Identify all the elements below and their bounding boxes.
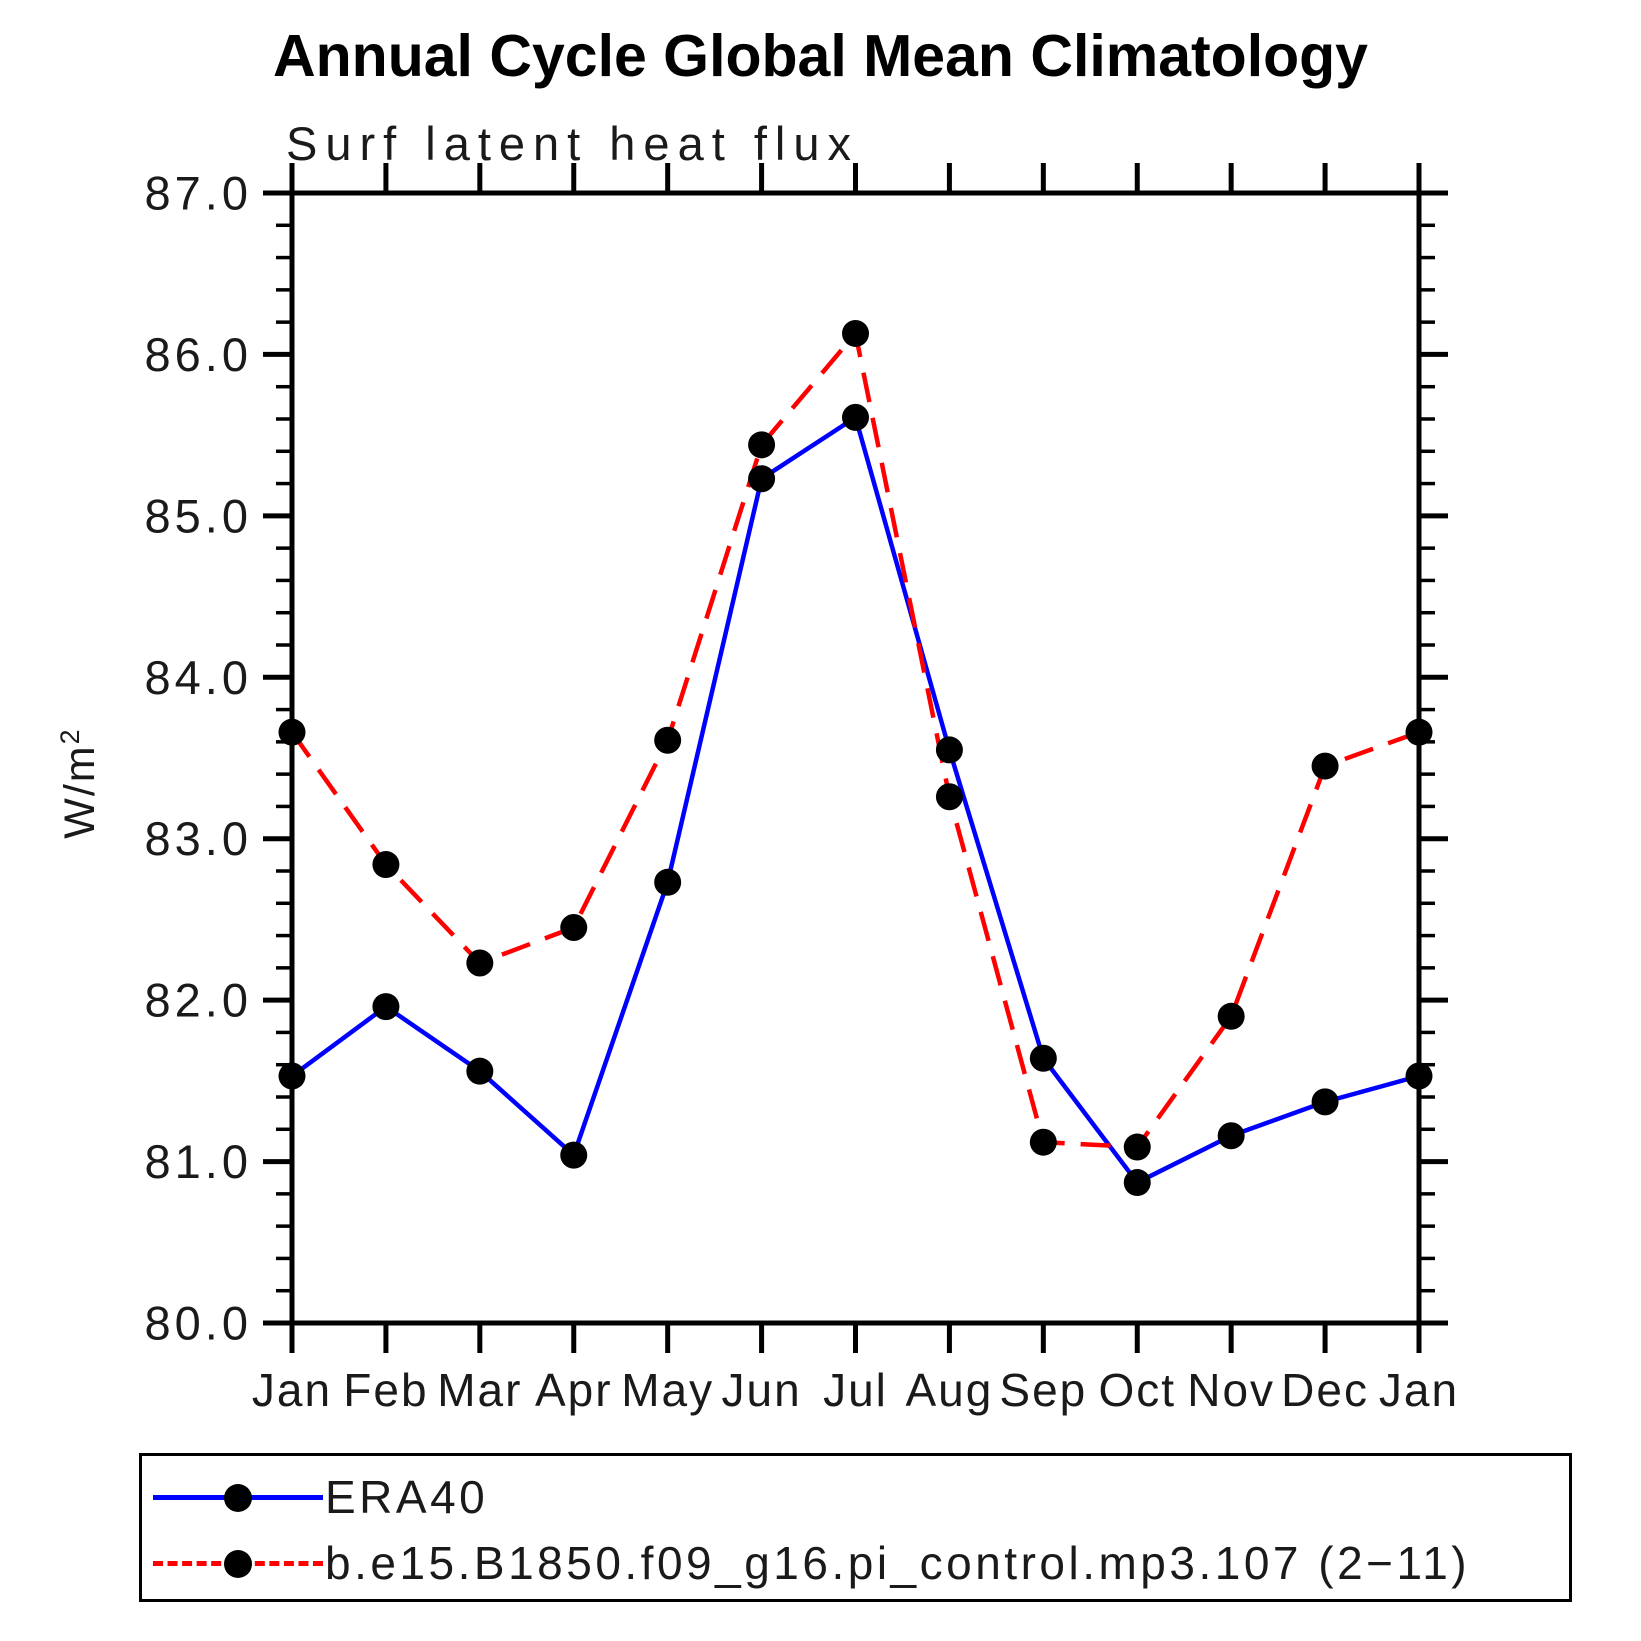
data-point-marker — [1123, 1169, 1151, 1197]
data-point-marker — [560, 914, 588, 941]
data-point-marker — [466, 1057, 494, 1085]
y-tick-label: 82.0 — [145, 974, 252, 1027]
data-point-marker — [842, 403, 869, 431]
data-point-marker — [1405, 718, 1433, 746]
legend: ERA40 b.e15.B1850.f09_g16.pi_control.mp3… — [139, 1453, 1572, 1602]
data-point-marker — [1405, 1062, 1433, 1090]
legend-solid-line-sample — [153, 1483, 323, 1512]
data-point-marker — [1123, 1133, 1151, 1161]
data-point-marker — [560, 1141, 588, 1169]
data-point-marker — [1029, 1044, 1057, 1072]
y-tick-label: 81.0 — [145, 1135, 252, 1188]
y-axis-label-exponent: 2 — [54, 727, 85, 745]
data-point-marker — [278, 718, 306, 746]
data-point-marker — [1311, 752, 1339, 780]
data-point-marker — [1217, 1122, 1245, 1150]
data-point-marker — [654, 868, 682, 896]
legend-dashed-line-sample — [153, 1549, 323, 1578]
data-point-marker — [935, 736, 963, 764]
data-point-marker — [654, 726, 682, 754]
x-tick-label: Aug — [905, 1364, 993, 1416]
data-point-marker — [278, 1062, 306, 1090]
data-point-marker — [935, 783, 963, 811]
x-tick-label: Apr — [535, 1364, 613, 1416]
legend-label-era40: ERA40 — [325, 1471, 489, 1523]
x-tick-label: Jan — [1379, 1364, 1459, 1416]
legend-marker-dot — [224, 1549, 252, 1578]
y-axis-label-base: W/m — [56, 744, 105, 839]
data-point-marker — [748, 431, 776, 459]
legend-marker-dot — [224, 1483, 252, 1512]
chart-subtitle: Surf latent heat flux — [286, 117, 859, 170]
y-tick-label: 83.0 — [145, 812, 252, 865]
x-tick-label: Jan — [252, 1364, 332, 1416]
data-point-marker — [372, 851, 400, 879]
y-axis-label: W/m2 — [55, 678, 105, 888]
data-point-marker — [842, 319, 869, 347]
y-tick-label: 86.0 — [145, 328, 252, 381]
x-tick-label: Jul — [823, 1364, 888, 1416]
x-tick-label: Sep — [999, 1364, 1087, 1416]
x-tick-label: Nov — [1187, 1364, 1275, 1416]
y-tick-label: 80.0 — [145, 1297, 252, 1350]
x-tick-label: Oct — [1098, 1364, 1176, 1416]
data-point-marker — [1029, 1128, 1057, 1156]
y-tick-label: 87.0 — [145, 167, 252, 220]
data-point-marker — [1311, 1088, 1339, 1116]
data-point-marker — [1217, 1002, 1245, 1030]
data-point-marker — [372, 993, 400, 1021]
x-tick-label: Mar — [437, 1364, 522, 1416]
data-point-marker — [466, 949, 494, 977]
plot-frame — [289, 190, 1422, 1326]
x-tick-label: May — [621, 1364, 714, 1416]
x-tick-label: Jun — [721, 1364, 801, 1416]
series-line-0 — [290, 413, 1420, 1186]
chart-title: Annual Cycle Global Mean Climatology — [273, 23, 1368, 89]
legend-label-model: b.e15.B1850.f09_g16.pi_control.mp3.107 (… — [325, 1537, 1471, 1589]
x-tick-label: Dec — [1281, 1364, 1369, 1416]
series-line-1 — [290, 328, 1420, 1150]
x-tick-label: Feb — [343, 1364, 428, 1416]
data-point-marker — [748, 465, 776, 493]
y-tick-label: 85.0 — [145, 489, 252, 542]
y-tick-label: 84.0 — [145, 651, 252, 704]
